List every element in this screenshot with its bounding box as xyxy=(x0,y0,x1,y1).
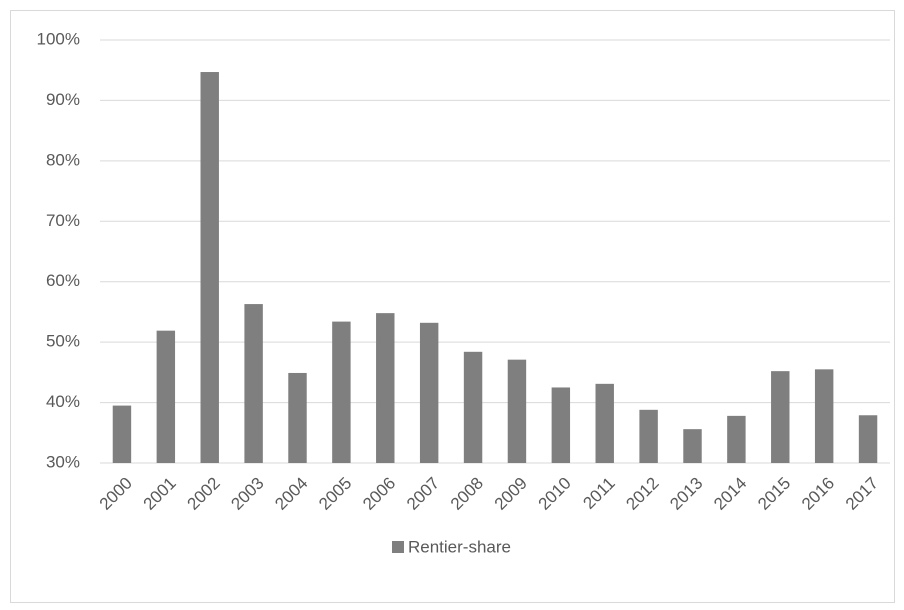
bar xyxy=(814,369,834,463)
y-tick-label: 100% xyxy=(37,29,80,48)
bar xyxy=(376,313,395,463)
bar xyxy=(419,322,439,463)
bar xyxy=(332,321,351,463)
bar xyxy=(683,429,702,463)
y-tick-label: 90% xyxy=(46,90,80,109)
chart-border xyxy=(10,10,895,603)
bar xyxy=(112,405,132,463)
bar xyxy=(200,72,219,463)
y-tick-label: 60% xyxy=(46,271,80,290)
y-tick-label: 40% xyxy=(46,392,80,411)
bar xyxy=(288,372,307,463)
bar xyxy=(639,409,658,463)
y-tick-label: 30% xyxy=(46,452,80,471)
bar xyxy=(244,304,263,463)
y-tick-label: 70% xyxy=(46,211,80,230)
legend-label: Rentier-share xyxy=(408,537,511,556)
y-tick-label: 50% xyxy=(46,332,80,351)
legend-swatch xyxy=(392,541,404,553)
bar xyxy=(463,351,483,463)
bar xyxy=(551,387,571,463)
bar xyxy=(858,415,878,463)
bar xyxy=(771,371,790,463)
bar xyxy=(595,383,614,463)
y-tick-label: 80% xyxy=(46,150,80,169)
bar xyxy=(727,415,746,463)
bar xyxy=(156,330,176,463)
bar xyxy=(507,359,527,463)
